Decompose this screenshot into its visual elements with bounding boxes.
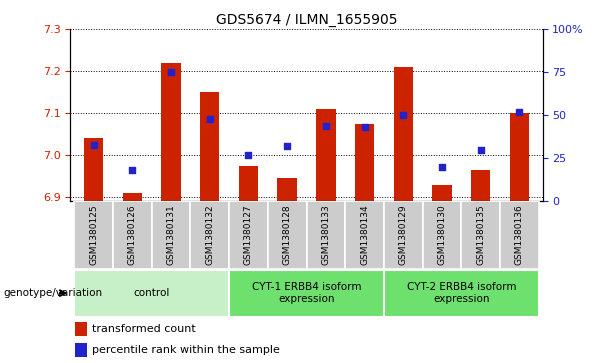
- Point: [360, 125, 370, 130]
- Text: GSM1380127: GSM1380127: [244, 204, 253, 265]
- Bar: [316, 109, 335, 201]
- Text: transformed count: transformed count: [92, 324, 196, 334]
- Bar: [278, 178, 297, 201]
- Text: genotype/variation: genotype/variation: [3, 288, 102, 298]
- Point: [514, 109, 524, 115]
- Text: GSM1380136: GSM1380136: [515, 204, 524, 265]
- Bar: [239, 166, 258, 201]
- Text: GSM1380131: GSM1380131: [167, 204, 175, 265]
- Text: GSM1380126: GSM1380126: [128, 204, 137, 265]
- Bar: [75, 343, 87, 357]
- Text: GSM1380129: GSM1380129: [398, 204, 408, 265]
- Bar: [422, 201, 461, 269]
- Bar: [74, 201, 113, 269]
- Text: GSM1380133: GSM1380133: [321, 204, 330, 265]
- Bar: [152, 201, 191, 269]
- Bar: [306, 201, 345, 269]
- Bar: [500, 201, 539, 269]
- Point: [243, 152, 253, 158]
- Bar: [509, 113, 529, 201]
- Bar: [355, 124, 374, 201]
- Point: [89, 142, 99, 147]
- Bar: [200, 92, 219, 201]
- Title: GDS5674 / ILMN_1655905: GDS5674 / ILMN_1655905: [216, 13, 397, 26]
- Bar: [191, 201, 229, 269]
- Bar: [74, 270, 229, 317]
- Text: control: control: [134, 288, 170, 298]
- Bar: [471, 170, 490, 201]
- Text: GSM1380134: GSM1380134: [360, 204, 369, 265]
- Bar: [161, 63, 181, 201]
- Bar: [461, 201, 500, 269]
- Text: CYT-1 ERBB4 isoform
expression: CYT-1 ERBB4 isoform expression: [252, 282, 361, 304]
- Bar: [229, 270, 384, 317]
- Text: GSM1380128: GSM1380128: [283, 204, 292, 265]
- Bar: [384, 270, 539, 317]
- Bar: [84, 138, 104, 201]
- Bar: [432, 185, 452, 201]
- Point: [205, 116, 215, 122]
- Point: [321, 123, 331, 129]
- Point: [476, 147, 485, 153]
- Point: [282, 143, 292, 149]
- Point: [437, 164, 447, 170]
- Bar: [123, 193, 142, 201]
- Bar: [345, 201, 384, 269]
- Point: [398, 113, 408, 118]
- Point: [166, 69, 176, 75]
- Bar: [75, 322, 87, 337]
- Text: GSM1380135: GSM1380135: [476, 204, 485, 265]
- Text: CYT-2 ERBB4 isoform
expression: CYT-2 ERBB4 isoform expression: [406, 282, 516, 304]
- Text: percentile rank within the sample: percentile rank within the sample: [92, 345, 280, 355]
- Point: [128, 168, 137, 174]
- Bar: [394, 67, 413, 201]
- Bar: [229, 201, 268, 269]
- Text: GSM1380130: GSM1380130: [438, 204, 446, 265]
- Bar: [384, 201, 422, 269]
- Text: GSM1380132: GSM1380132: [205, 204, 215, 265]
- Bar: [113, 201, 152, 269]
- Text: GSM1380125: GSM1380125: [89, 204, 98, 265]
- Bar: [268, 201, 306, 269]
